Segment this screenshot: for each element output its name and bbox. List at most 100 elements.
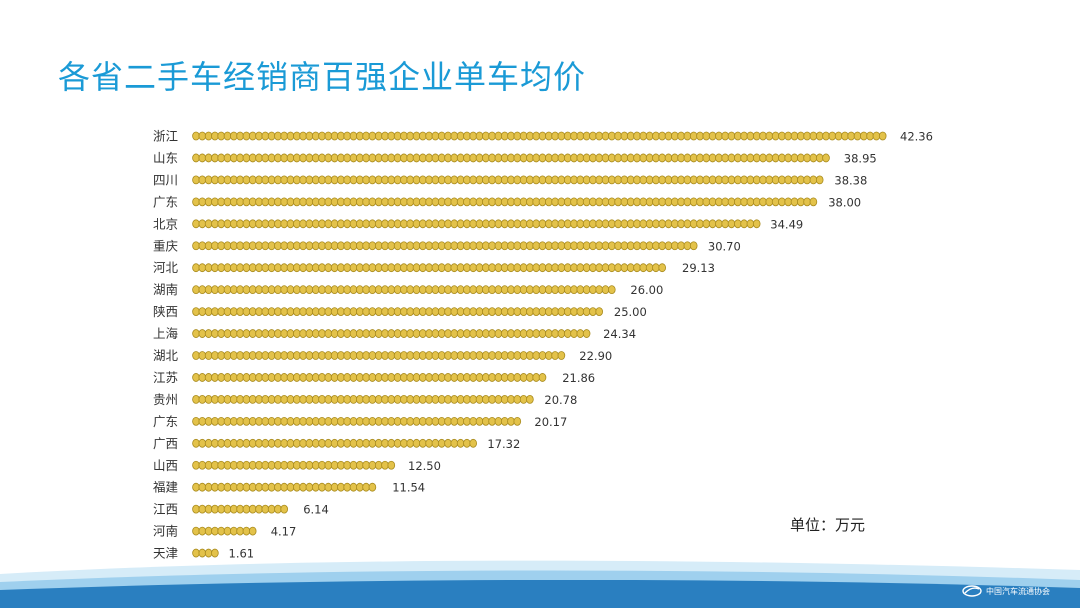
coin [576, 175, 585, 185]
coin [324, 438, 333, 448]
coin [368, 329, 377, 338]
coin [261, 131, 270, 141]
coin [431, 219, 440, 229]
category-label: 福建 [153, 480, 179, 495]
coin [311, 351, 320, 360]
coin [418, 219, 427, 229]
coin [267, 285, 276, 295]
coin [274, 285, 282, 295]
coin [305, 219, 314, 229]
coin [469, 351, 478, 360]
coin [393, 131, 402, 141]
coin [538, 175, 547, 185]
coin [702, 219, 711, 229]
coin [248, 351, 257, 360]
coin [311, 482, 320, 492]
coin [330, 175, 339, 185]
coin [551, 263, 559, 273]
coin [368, 131, 377, 141]
coin [204, 329, 213, 338]
coin [198, 219, 207, 229]
coin [526, 307, 534, 317]
coin [299, 460, 307, 470]
coin [286, 351, 295, 360]
coin [469, 131, 478, 141]
coin [381, 219, 389, 229]
coin [809, 197, 818, 207]
coin [387, 241, 396, 251]
coin [267, 219, 276, 229]
coin [708, 197, 717, 207]
coin [274, 416, 282, 426]
coin [292, 197, 301, 207]
coin [362, 263, 370, 273]
coin [292, 438, 301, 448]
coin [481, 394, 490, 404]
coin [267, 504, 276, 514]
coin [658, 219, 666, 229]
coin [286, 373, 295, 382]
coin [355, 241, 364, 251]
value-label: 30.70 [708, 239, 741, 253]
coin [198, 329, 207, 338]
coin [223, 219, 232, 229]
coin [576, 241, 585, 251]
coin [204, 504, 213, 514]
coin [223, 373, 232, 382]
coin [292, 394, 301, 404]
coin [412, 416, 421, 426]
coin [349, 131, 358, 141]
coin [815, 131, 824, 141]
coin [658, 263, 666, 273]
coin [236, 351, 244, 360]
coin [444, 241, 452, 251]
coin [526, 241, 534, 251]
coin [526, 175, 534, 185]
coin [223, 416, 232, 426]
coin [620, 219, 629, 229]
coin [387, 329, 396, 338]
coin [513, 416, 522, 426]
coin [223, 197, 232, 207]
coin [614, 219, 622, 229]
coin [217, 131, 226, 141]
coin [211, 307, 219, 317]
coin [450, 241, 459, 251]
coin [274, 482, 282, 492]
coin [437, 351, 446, 360]
coin [689, 175, 698, 185]
coin [211, 438, 219, 448]
coin [677, 241, 685, 251]
coin [299, 241, 307, 251]
coin [230, 219, 238, 229]
coin [374, 175, 383, 185]
coin [305, 351, 314, 360]
coin [425, 373, 433, 382]
coin [526, 131, 534, 141]
coin [652, 241, 660, 251]
coin [551, 241, 559, 251]
coin [343, 285, 352, 295]
coin [456, 131, 465, 141]
coin [311, 416, 320, 426]
value-label: 24.34 [603, 327, 636, 341]
coin [261, 373, 270, 382]
coin [349, 373, 358, 382]
coin [330, 263, 339, 273]
coin-bar [192, 526, 257, 536]
coin [557, 153, 566, 163]
coin [406, 197, 415, 207]
coin [274, 373, 282, 382]
coin [406, 219, 415, 229]
coin [544, 329, 553, 338]
coin [715, 219, 723, 229]
coin [418, 351, 427, 360]
coin [337, 482, 345, 492]
coin [752, 153, 761, 163]
coin [626, 131, 635, 141]
coin [765, 131, 774, 141]
coin [267, 175, 276, 185]
coin [456, 263, 465, 273]
coin [292, 219, 301, 229]
coin [211, 394, 219, 404]
